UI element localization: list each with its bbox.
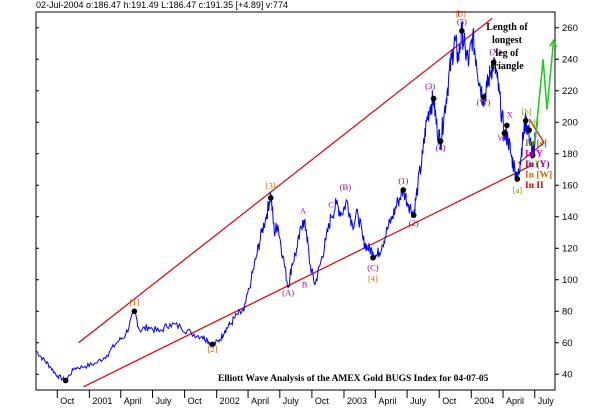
x-tick-label: 2003 bbox=[347, 396, 367, 406]
svg-text:Length of: Length of bbox=[486, 22, 528, 33]
wave-label: (B) bbox=[340, 182, 352, 192]
y-tick-label: 220 bbox=[562, 86, 578, 97]
wave-labels: [1] [2] [3] A B (A) C (B) (C)[4] (1) (2) (3) (4) I[5]… bbox=[129, 9, 538, 354]
wave-label: [c] bbox=[528, 158, 538, 168]
wave-label: (4) bbox=[436, 143, 446, 153]
pivot-dot bbox=[209, 341, 216, 348]
wave-label: [3] bbox=[266, 180, 276, 190]
pivot-dot bbox=[370, 254, 376, 261]
pivot-dot bbox=[400, 187, 407, 193]
pivot-dot bbox=[522, 117, 529, 124]
svg-text:longest: longest bbox=[492, 35, 523, 46]
price-line bbox=[35, 20, 536, 383]
wave-label: X bbox=[507, 110, 513, 120]
pivot-dot bbox=[131, 308, 138, 315]
y-tick-label: 120 bbox=[562, 243, 578, 254]
y-tick-label: 60 bbox=[562, 338, 573, 349]
svg-text:leg of: leg of bbox=[495, 48, 519, 59]
x-axis: Oct 2001 April July Oct 2002 April July Oct 2003 A… bbox=[56, 390, 555, 406]
y-tick-label: 180 bbox=[562, 149, 578, 160]
pivot-dot bbox=[480, 94, 487, 100]
footer-title: Elliott Wave Analysis of the AMEX Gold B… bbox=[218, 374, 489, 384]
pivot-dot bbox=[526, 127, 532, 133]
wave-label: [d] bbox=[529, 117, 539, 127]
y-tick-label: 140 bbox=[562, 212, 578, 223]
x-tick-label: April bbox=[124, 396, 142, 406]
wave-label: [5] bbox=[456, 9, 466, 19]
wave-label: B bbox=[302, 280, 308, 290]
chart-header: 02-Jul-2004 o:186.47 h:191.49 L:186.47 c… bbox=[36, 0, 288, 10]
svg-text:triangle: triangle bbox=[490, 61, 524, 72]
y-tick-label: 100 bbox=[562, 275, 578, 286]
projection bbox=[534, 38, 558, 145]
price-series bbox=[35, 20, 536, 383]
pivot-dot bbox=[437, 138, 444, 144]
pivots bbox=[62, 28, 536, 384]
wave-legend-item: In (Y) bbox=[525, 159, 550, 170]
x-tick-label: July bbox=[283, 396, 300, 406]
x-tick-label: Oct bbox=[60, 396, 75, 406]
x-tick-label: July bbox=[155, 396, 172, 406]
wave-label: [b] bbox=[522, 106, 532, 116]
y-tick-label: 260 bbox=[562, 23, 578, 34]
y-tick-label: 80 bbox=[562, 306, 573, 317]
wave-label: (C) bbox=[367, 262, 379, 272]
triangle-annotation: Length of longest leg of triangle bbox=[486, 22, 528, 72]
wave-legend-item: In II bbox=[525, 181, 544, 191]
plot-frame bbox=[35, 11, 556, 391]
trendlines bbox=[78, 17, 545, 388]
wave-label: [4] bbox=[368, 273, 378, 283]
pivot-dot bbox=[410, 212, 417, 218]
x-tick-label: Oct bbox=[188, 396, 203, 406]
wave-legend-item: In [W] bbox=[525, 171, 552, 181]
x-tick-label: July bbox=[410, 396, 427, 406]
pivot-dot bbox=[501, 130, 508, 137]
wave-label: [2] bbox=[208, 344, 218, 354]
y-axis: 40 60 80 100 120 140 160 180 200 220 240 260 bbox=[36, 23, 578, 380]
wave-label: (5) bbox=[457, 17, 467, 27]
pivot-dot bbox=[62, 377, 69, 384]
pivot-dot bbox=[504, 122, 510, 129]
x-tick-label: Oct bbox=[442, 396, 457, 406]
wave-label: (W) bbox=[477, 97, 491, 107]
wave-label: (A) bbox=[282, 288, 294, 298]
wave-legend-item: In Y bbox=[525, 150, 543, 160]
x-tick-label: 2001 bbox=[92, 396, 112, 406]
wave-label: (X) bbox=[489, 47, 501, 57]
pivot-dot bbox=[430, 95, 437, 102]
projection-line bbox=[534, 40, 555, 145]
x-tick-label: July bbox=[538, 396, 555, 406]
y-tick-label: 160 bbox=[562, 180, 578, 191]
wave-label: [1] bbox=[129, 297, 139, 307]
y-tick-label: 40 bbox=[562, 369, 573, 380]
x-tick-label: April bbox=[251, 396, 269, 406]
x-tick-label: 2002 bbox=[220, 396, 240, 406]
wave-label: A bbox=[300, 206, 307, 216]
wave-label: W bbox=[498, 133, 506, 143]
x-tick-label: April bbox=[506, 396, 524, 406]
trendline bbox=[83, 164, 533, 388]
wave-legend-item: In [e] bbox=[525, 139, 547, 149]
pivot-dot bbox=[529, 152, 536, 159]
y-tick-label: 240 bbox=[562, 54, 578, 65]
x-tick-label: 2004 bbox=[474, 396, 494, 406]
wave-legend: In [e]In YIn (Y)In [W]In II bbox=[525, 139, 552, 191]
wave-label: C bbox=[328, 199, 334, 209]
pivot-dot bbox=[490, 59, 497, 66]
pivot-dot bbox=[267, 195, 274, 201]
trendline bbox=[78, 17, 493, 344]
y-tick-label: 200 bbox=[562, 117, 578, 128]
pivot-dot bbox=[459, 28, 465, 34]
wave-label: (1) bbox=[398, 176, 408, 186]
projection-arrowhead bbox=[549, 38, 558, 48]
x-tick-label: Oct bbox=[315, 396, 330, 406]
wave-label: (3) bbox=[425, 81, 435, 91]
pivot-dot bbox=[514, 176, 521, 182]
wave-label: I bbox=[457, 9, 460, 19]
wave-label: (2) bbox=[409, 218, 419, 228]
wave-label: [a] bbox=[513, 185, 523, 195]
x-tick-label: April bbox=[378, 396, 396, 406]
